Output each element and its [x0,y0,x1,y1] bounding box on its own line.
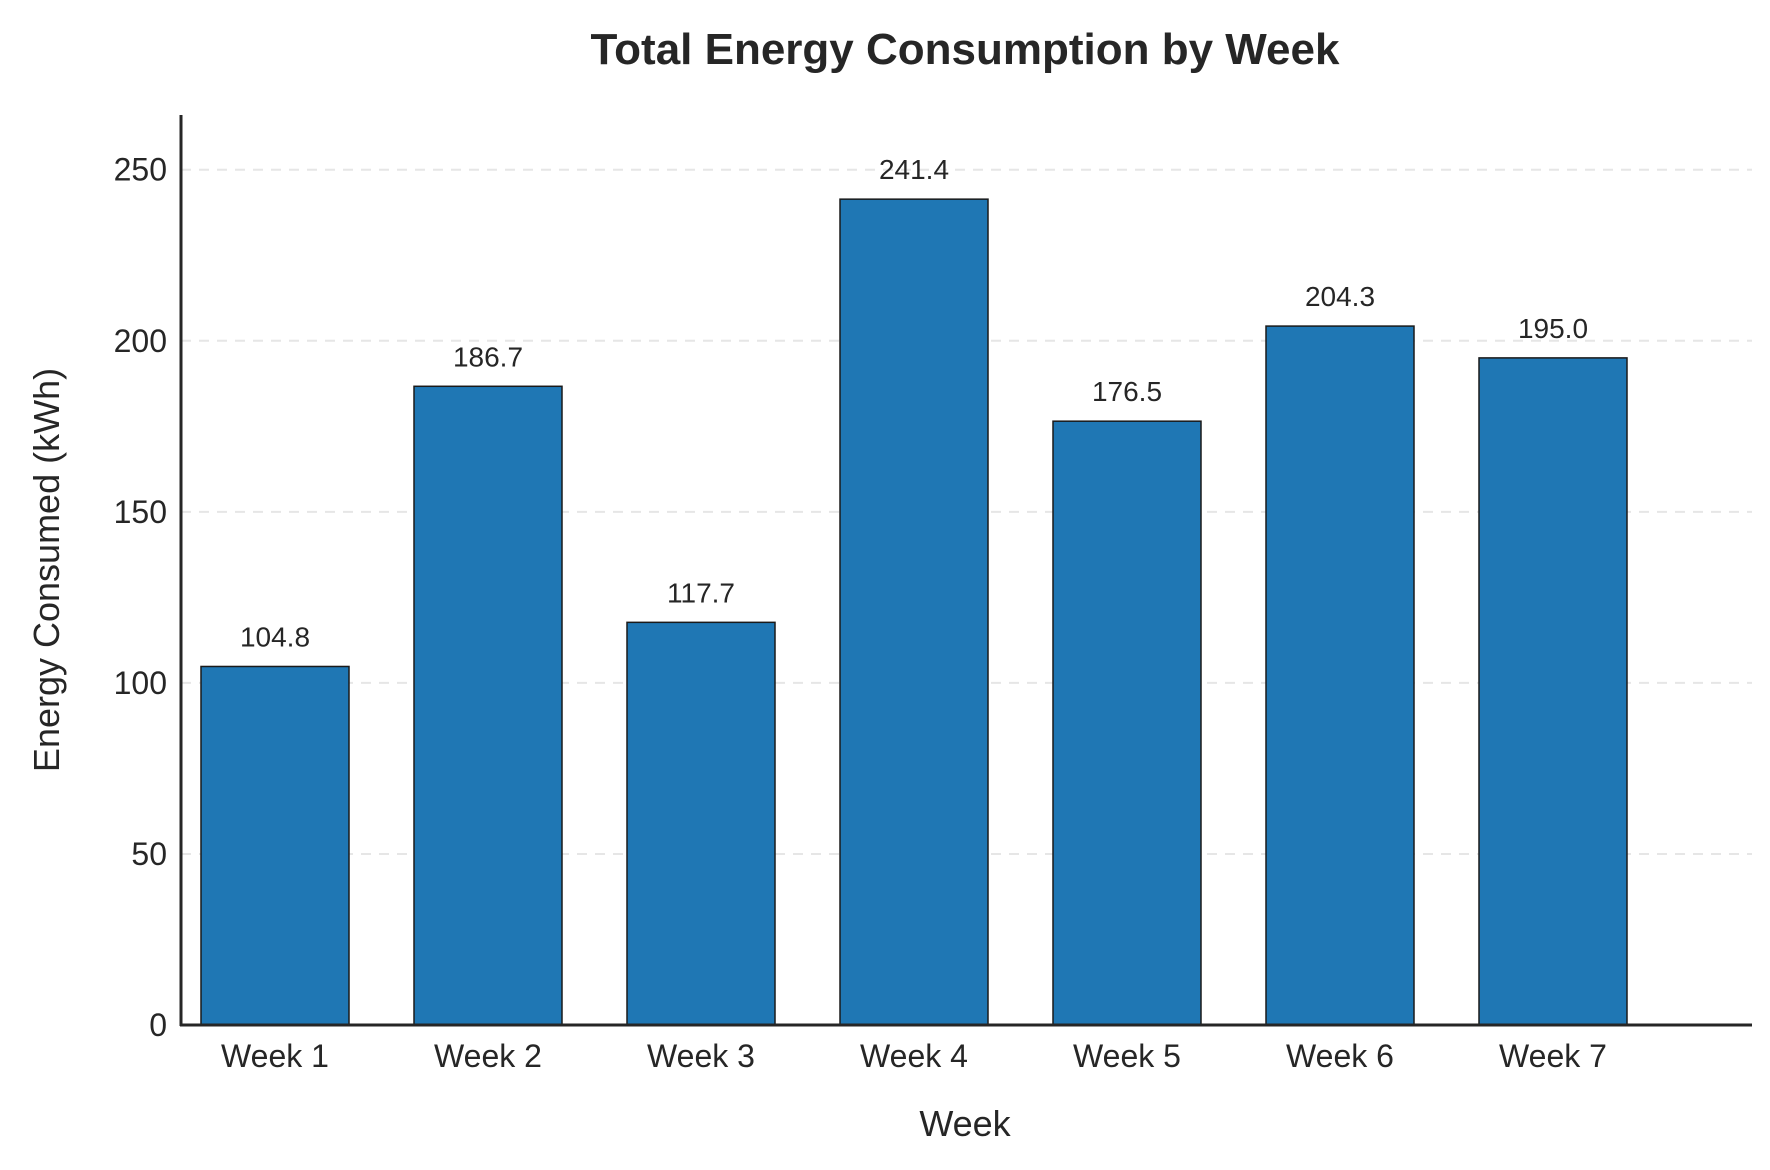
data-label-1: 104.8 [240,621,310,652]
y-axis-label: Energy Consumed (kWh) [26,368,67,772]
data-label-5: 176.5 [1092,376,1162,407]
y-tick-label: 50 [131,836,167,872]
data-label-3: 117.7 [667,577,735,608]
y-axis-ticks: 0 50 100 150 200 250 [114,152,167,1043]
bar-7 [1478,357,1628,1026]
data-labels: 104.8 186.7 117.7 241.4 176.5 204.3 195.0 [240,154,1588,652]
bar-5 [1052,420,1202,1026]
y-tick-label: 200 [114,323,167,359]
bar-4 [839,198,989,1026]
bars [200,198,1628,1026]
x-tick-label-3: Week 3 [647,1038,755,1074]
data-label-4: 241.4 [879,154,949,185]
y-tick-label: 0 [149,1007,167,1043]
x-axis-label: Week [919,1103,1011,1144]
y-tick-label: 100 [114,665,167,701]
x-tick-label-2: Week 2 [434,1038,542,1074]
x-tick-label-1: Week 1 [221,1038,329,1074]
chart-title: Total Energy Consumption by Week [591,25,1340,74]
data-label-6: 204.3 [1305,281,1375,312]
bar-3 [626,621,776,1026]
x-tick-label-7: Week 7 [1499,1038,1607,1074]
y-tick-label: 250 [114,152,167,188]
data-label-7: 195.0 [1518,313,1588,344]
data-label-2: 186.7 [453,341,523,372]
x-axis-ticks: Week 1 Week 2 Week 3 Week 4 Week 5 Week 6 Week… [221,1038,1607,1074]
x-tick-label-4: Week 4 [860,1038,968,1074]
y-tick-label: 150 [114,494,167,530]
bar-2 [413,385,563,1026]
bar-6 [1265,325,1415,1026]
bar-1 [200,665,350,1026]
x-tick-label-5: Week 5 [1073,1038,1181,1074]
x-tick-label-6: Week 6 [1286,1038,1394,1074]
